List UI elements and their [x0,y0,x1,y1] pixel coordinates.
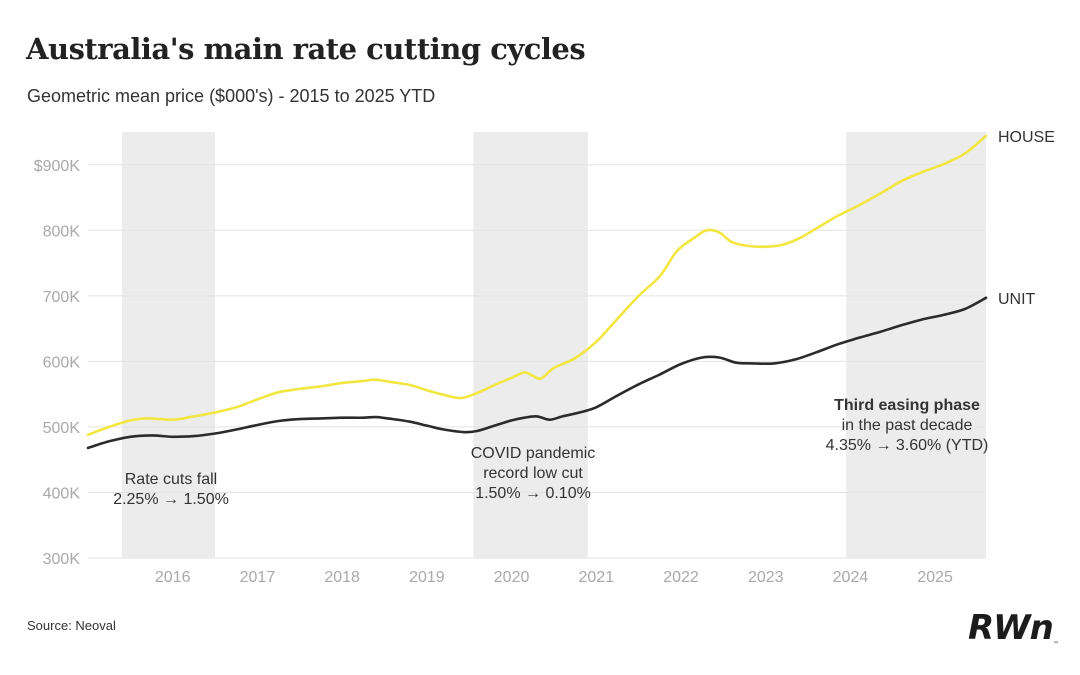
brand-logo: RWn™ [968,608,1059,648]
x-tick-label: 2022 [663,569,699,586]
chart-subtitle: Geometric mean price ($000's) - 2015 to … [27,86,436,106]
y-tick-label: 400K [43,485,81,502]
series-label-house: HOUSE [998,129,1055,146]
y-tick-label: 800K [43,223,81,240]
shaded-period-3 [846,132,986,558]
x-tick-label: 2021 [579,569,615,586]
series-line-house [86,134,988,437]
annotation-3-line-2: in the past decade [842,417,973,434]
x-tick-label: 2017 [240,569,276,586]
x-tick-label: 2025 [917,569,953,586]
y-tick-label: 500K [43,420,81,437]
x-tick-label: 2016 [155,569,191,586]
annotation-3-line-1: Third easing phase [834,397,980,414]
annotations: Rate cuts fall 2.25% → 1.50% COVID pandemi… [113,397,988,508]
logo-trademark: ™ [1052,641,1059,648]
annotation-2-line-2: record low cut [483,465,583,482]
x-tick-label: 2020 [494,569,530,586]
annotation-2-line-3: 1.50% → 0.10% [475,485,591,502]
x-tick-label: 2018 [324,569,360,586]
series-line-unit [86,296,988,450]
annotation-1-line-1: Rate cuts fall [125,471,217,488]
x-tick-label: 2024 [833,569,869,586]
gridlines [88,164,986,559]
x-tick-label: 2023 [748,569,784,586]
annotation-3-line-3: 4.35% → 3.60% (YTD) [826,437,989,454]
annotation-1-line-2: 2.25% → 1.50% [113,491,229,508]
x-tick-label: 2019 [409,569,445,586]
y-tick-label: 700K [43,289,81,306]
annotation-2-line-1: COVID pandemic [471,445,596,462]
y-axis-ticks: 300K 400K 500K 600K 700K 800K $900K [34,158,81,568]
chart-title: Australia's main rate cutting cycles [26,32,586,66]
shaded-period-1 [121,132,216,558]
shaded-periods [121,132,986,558]
source-note: Source: Neoval [27,618,116,633]
y-tick-label: $900K [34,158,81,175]
series-labels: HOUSE UNIT [998,129,1055,308]
x-axis-ticks: 2016 2017 2018 2019 2020 2021 2022 2023 2024 2025 [155,569,953,586]
shaded-period-2 [473,132,588,558]
y-tick-label: 300K [43,551,81,568]
series-lines [86,134,988,450]
logo-text: RWn [968,608,1054,648]
y-tick-label: 600K [43,354,81,371]
series-label-unit: UNIT [998,291,1036,308]
